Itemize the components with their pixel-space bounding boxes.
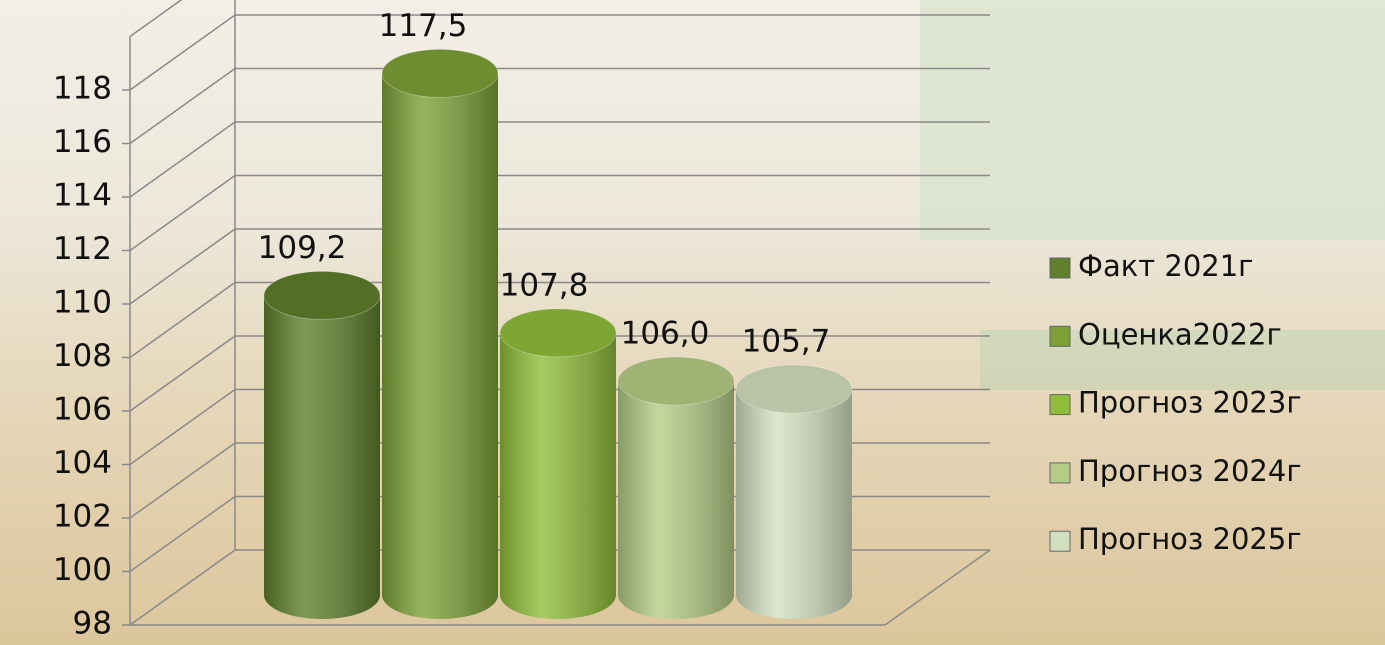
grid-line: [129, 495, 236, 573]
bar: [381, 48, 499, 619]
bar: [499, 308, 617, 619]
grid-line: [129, 14, 236, 91]
y-tick-label: 116: [53, 124, 112, 160]
y-tick-label: 102: [53, 499, 112, 535]
bar-part: [736, 389, 852, 619]
y-tick-label: 114: [53, 178, 112, 214]
y-tick-label: 110: [53, 285, 112, 321]
grid-line: [129, 228, 236, 305]
wall-top: [129, 0, 183, 38]
data-label: 107,8: [500, 267, 589, 303]
bar-part: [617, 356, 735, 406]
legend-swatch: [1049, 394, 1071, 416]
legend-swatch: [1049, 325, 1071, 347]
bar-part: [500, 308, 616, 357]
grid-line: [129, 121, 236, 198]
y-tick-label: 108: [53, 338, 112, 374]
grid-line: [129, 549, 236, 626]
bar-part: [499, 308, 617, 358]
legend-label: Прогноз 2023г: [1078, 386, 1302, 420]
grid-line: [129, 388, 236, 466]
legend-swatch: [1049, 530, 1071, 552]
bar-part: [618, 357, 734, 405]
y-tick-label: 112: [53, 231, 112, 267]
data-label: 117,5: [379, 8, 468, 44]
bar: [735, 364, 853, 619]
data-label: 109,2: [258, 230, 347, 266]
bar-part: [735, 364, 853, 414]
grid-line: [129, 67, 236, 145]
bar: [617, 356, 735, 619]
bar-part: [264, 271, 380, 320]
y-tick-label: 104: [53, 445, 112, 481]
bar-part: [618, 381, 734, 619]
legend-swatch: [1049, 462, 1071, 484]
bar-part: [381, 48, 499, 98]
legend-label: Прогноз 2025г: [1078, 522, 1302, 556]
legend-label: Оценка2022г: [1078, 317, 1282, 351]
background-machine: [980, 330, 1385, 390]
y-tick-label: 118: [53, 71, 112, 107]
grid-line: [129, 174, 236, 252]
legend-label: Прогноз 2024г: [1078, 454, 1302, 488]
y-tick-label: 106: [53, 392, 112, 428]
bar-part: [500, 332, 616, 619]
background-machine: [920, 0, 1385, 240]
bar: [263, 270, 381, 619]
bar-part: [382, 73, 498, 619]
bar-part: [264, 295, 380, 619]
legend-swatch: [1049, 257, 1071, 279]
grid-line: [129, 335, 236, 412]
bar-part: [263, 270, 381, 320]
floor-edge: [884, 549, 991, 626]
legend-label: Факт 2021г: [1078, 249, 1253, 283]
bar-part: [736, 365, 852, 414]
y-tick-label: 98: [73, 606, 112, 642]
data-label: 106,0: [621, 316, 710, 352]
grid-line: [129, 281, 236, 359]
bar-part: [382, 49, 498, 98]
grid-line: [129, 442, 236, 519]
y-tick-label: 100: [53, 552, 112, 588]
data-label: 105,7: [742, 324, 831, 360]
